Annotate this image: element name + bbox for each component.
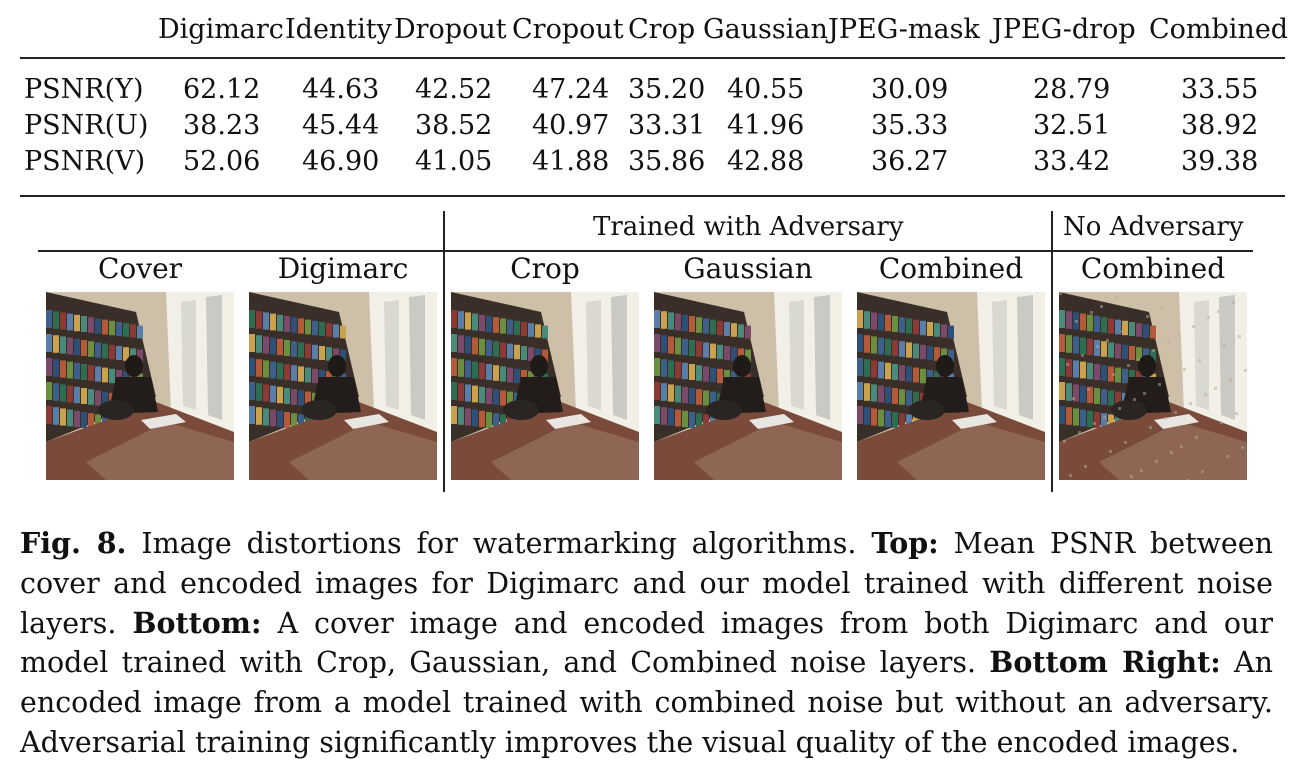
table-cell: 40.97	[532, 110, 610, 141]
table-cell: 41.96	[727, 110, 805, 141]
figure-vertical-divider-2	[1051, 211, 1053, 492]
crop-image	[451, 292, 639, 480]
table-cell: 45.44	[302, 110, 380, 141]
col-header-cropout: Cropout	[512, 14, 624, 45]
table-cell: 33.42	[1033, 146, 1111, 177]
caption-text: An encoded image from a model trained wi…	[20, 646, 1273, 759]
cover-image	[46, 292, 234, 480]
row-label: PSNR(V)	[24, 146, 146, 177]
table-cell: 41.05	[415, 146, 493, 177]
combined-no-adversary-image	[1059, 292, 1247, 480]
image-label-digimarc: Digimarc	[277, 252, 409, 285]
figure-vertical-divider-1	[443, 211, 445, 492]
col-header-gaussian: Gaussian	[703, 14, 828, 45]
caption-text: Mean PSNR between cover and encoded imag…	[20, 527, 1274, 640]
col-header-identity: Identity	[285, 14, 392, 45]
col-header-digimarc: Digimarc	[158, 14, 284, 45]
table-cell: 44.63	[302, 74, 380, 105]
col-header-combined: Combined	[1149, 14, 1289, 45]
image-label-gaussian: Gaussian	[683, 252, 813, 285]
table-top-rule	[20, 57, 1285, 59]
figure-caption: Fig. 8. Image distortions for watermarki…	[20, 524, 1273, 763]
col-header-jpeg-drop: JPEG-drop	[992, 14, 1136, 45]
caption-text: Image distortions for watermarking algor…	[126, 527, 872, 560]
col-header-jpeg-mask: JPEG-mask	[828, 14, 980, 45]
table-cell: 38.52	[415, 110, 493, 141]
col-header-crop: Crop	[628, 14, 696, 45]
table-cell: 47.24	[532, 74, 610, 105]
table-cell: 32.51	[1033, 110, 1111, 141]
table-cell: 62.12	[183, 74, 261, 105]
table-cell: 38.23	[183, 110, 261, 141]
caption-bottom-right-label: Bottom Right:	[989, 645, 1221, 680]
caption-text: A cover image and encoded images from bo…	[20, 606, 1273, 680]
image-label-crop: Crop	[510, 252, 580, 285]
table-cell: 46.90	[302, 146, 380, 177]
group-label-no-adversary: No Adversary	[1063, 212, 1244, 242]
caption-bottom-label: Bottom:	[132, 605, 262, 640]
table-bottom-rule	[20, 195, 1285, 197]
figure-header-rule	[38, 250, 1253, 252]
table-cell: 33.55	[1181, 74, 1259, 105]
image-label-combined: Combined	[878, 252, 1024, 285]
table-cell: 39.38	[1181, 146, 1259, 177]
image-label-combined-no-adversary: Combined	[1080, 252, 1226, 285]
table-cell: 40.55	[727, 74, 805, 105]
caption-top-label: Top:	[871, 526, 939, 560]
table-cell: 52.06	[183, 146, 261, 177]
image-label-cover: Cover	[97, 252, 183, 285]
table-cell: 38.92	[1181, 110, 1259, 141]
col-header-dropout: Dropout	[394, 14, 507, 45]
table-cell: 42.52	[415, 74, 493, 105]
caption-fig-label: Fig. 8.	[20, 526, 127, 560]
table-cell: 35.86	[628, 146, 706, 177]
gaussian-image	[654, 292, 842, 480]
combined-image	[857, 292, 1045, 480]
row-label: PSNR(U)	[24, 110, 149, 141]
group-label-trained-with-adversary: Trained with Adversary	[593, 212, 904, 242]
table-cell: 33.31	[628, 110, 706, 141]
table-cell: 36.27	[871, 146, 949, 177]
table-cell: 28.79	[1033, 74, 1111, 105]
table-cell: 41.88	[532, 146, 610, 177]
table-cell: 35.20	[628, 74, 706, 105]
table-cell: 42.88	[727, 146, 805, 177]
table-cell: 35.33	[871, 110, 949, 141]
digimarc-image	[249, 292, 437, 480]
table-cell: 30.09	[871, 74, 949, 105]
row-label: PSNR(Y)	[24, 74, 144, 105]
